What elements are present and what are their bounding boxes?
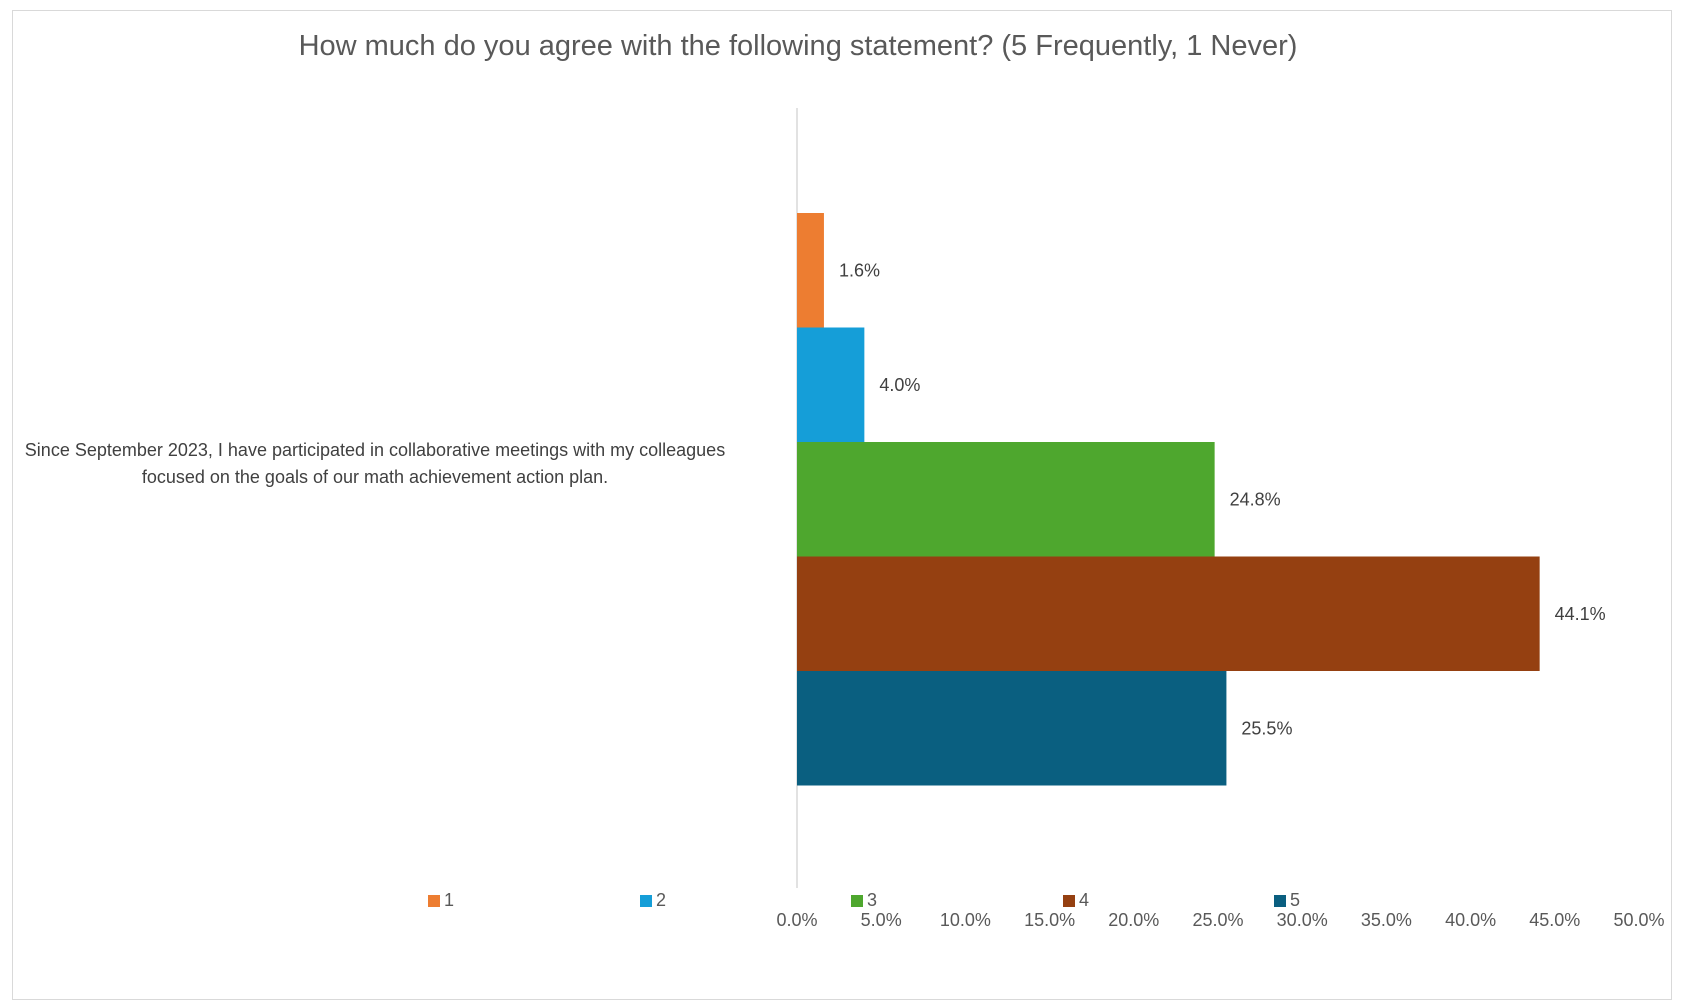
- bar-series-1: [797, 213, 824, 328]
- legend-label-5: 5: [1290, 890, 1301, 910]
- x-tick-label: 25.0%: [1192, 910, 1243, 930]
- legend-item-2: 2: [640, 890, 666, 911]
- bar-series-4: [797, 556, 1540, 671]
- x-tick-label: 10.0%: [940, 910, 991, 930]
- legend-label-1: 1: [444, 890, 455, 910]
- x-tick-label: 50.0%: [1613, 910, 1664, 930]
- legend-item-3: 3: [851, 890, 877, 911]
- x-tick-label: 20.0%: [1108, 910, 1159, 930]
- data-label-series-1: 1.6%: [839, 260, 880, 280]
- legend-item-5: 5: [1274, 890, 1300, 911]
- bar-series-2: [797, 327, 865, 442]
- legend-item-1: 1: [428, 890, 454, 911]
- bar-series-5: [797, 671, 1227, 786]
- bar-series-3: [797, 442, 1215, 557]
- legend-swatch-3: [851, 895, 863, 907]
- x-tick-label: 45.0%: [1529, 910, 1580, 930]
- legend-swatch-1: [428, 895, 440, 907]
- legend-label-2: 2: [656, 890, 667, 910]
- legend-swatch-4: [1063, 895, 1075, 907]
- legend-label-4: 4: [1079, 890, 1090, 910]
- x-tick-label: 5.0%: [861, 910, 902, 930]
- x-tick-label: 15.0%: [1024, 910, 1075, 930]
- x-tick-label: 30.0%: [1277, 910, 1328, 930]
- x-tick-label: 0.0%: [776, 910, 817, 930]
- x-tick-label: 35.0%: [1361, 910, 1412, 930]
- data-label-series-2: 4.0%: [879, 375, 920, 395]
- chart-title: How much do you agree with the following…: [298, 30, 1298, 62]
- data-label-series-4: 44.1%: [1555, 604, 1606, 624]
- legend-item-4: 4: [1063, 890, 1089, 911]
- legend-swatch-2: [640, 895, 652, 907]
- legend-label-3: 3: [867, 890, 878, 910]
- data-label-series-3: 24.8%: [1230, 489, 1281, 509]
- x-tick-label: 40.0%: [1445, 910, 1496, 930]
- legend-swatch-5: [1274, 895, 1286, 907]
- category-label: Since September 2023, I have participate…: [24, 440, 726, 487]
- data-label-series-5: 25.5%: [1241, 718, 1292, 738]
